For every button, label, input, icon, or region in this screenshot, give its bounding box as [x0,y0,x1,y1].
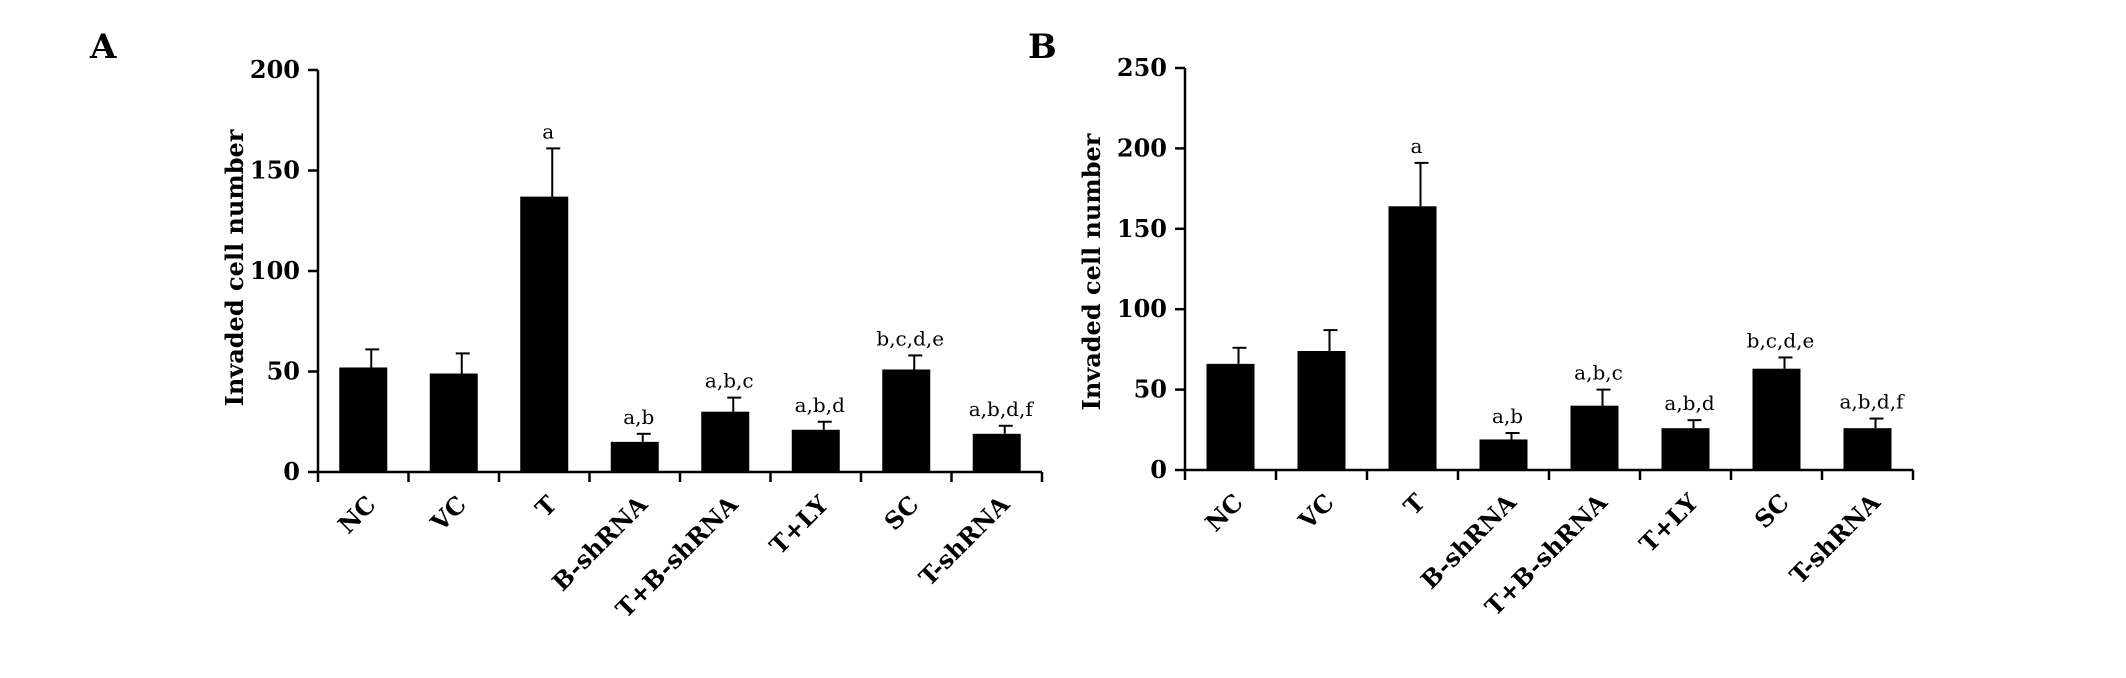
x-tick-label-a-6: SC [878,490,924,536]
bar-a-5 [791,429,840,472]
annotation-a-3: a,b [623,405,654,429]
annotation-b-2: a [1411,134,1423,158]
bar-b-7 [1843,428,1892,470]
annotation-a-7: a,b,d,f [969,397,1035,421]
x-tick-label-a-2: T [529,490,562,523]
bar-a-1 [429,373,478,472]
bar-b-2 [1388,206,1437,470]
bar-b-6 [1752,368,1801,470]
bar-a-2 [520,196,569,472]
annotation-a-2: a [542,119,554,143]
bars-b: a a,b a,b,c a,b,d b,c,d,e a,b,d,f [1206,134,1905,470]
annotation-b-6: b,c,d,e [1747,328,1815,352]
bar-a-7 [972,433,1021,472]
y-tick-label-a-4: 200 [250,55,300,84]
bar-a-4 [701,411,750,472]
bar-b-3 [1479,439,1528,470]
annotation-a-6: b,c,d,e [876,326,944,350]
x-tick-label-a-5: T+LY [764,489,835,560]
x-tick-label-b-6: SC [1748,488,1794,534]
x-tick-label-b-1: VC [1292,488,1340,536]
bar-a-3 [610,441,659,472]
y-tick-label-b-0: 0 [1150,455,1167,484]
bar-b-1 [1297,351,1346,470]
bars-a: a a,b a,b,c a,b,d b,c,d,e a,b,d,f [339,119,1034,472]
annotation-b-7: a,b,d,f [1839,390,1905,414]
y-tick-label-b-5: 250 [1117,53,1167,82]
y-tick-label-b-2: 100 [1117,294,1167,323]
x-tick-label-b-0: NC [1199,488,1249,538]
annotation-b-5: a,b,d [1664,391,1714,415]
y-tick-label-a-3: 150 [250,156,300,185]
x-tick-label-a-1: VC [424,490,472,538]
bar-a-6 [882,369,931,472]
y-tick-label-b-1: 50 [1134,375,1167,404]
y-tick-label-b-4: 200 [1117,133,1167,162]
x-tick-label-a-7: T-shRNA [913,489,1015,591]
y-axis-label-b: Invaded cell number [1077,133,1106,410]
y-axis-label-a: Invaded cell number [220,129,249,406]
bar-b-0 [1206,363,1255,470]
annotation-b-3: a,b [1492,404,1523,428]
bar-b-5 [1661,428,1710,470]
panel-letter-b: B [1028,27,1057,67]
y-tick-label-a-2: 100 [250,256,300,285]
annotation-b-4: a,b,c [1574,361,1623,385]
bar-b-4 [1570,405,1619,470]
x-tick-label-b-2: T [1398,488,1431,521]
bar-a-0 [339,367,388,472]
y-tick-label-b-3: 150 [1117,214,1167,243]
panel-b: B Invaded cell number 0 50 100 150 200 250 NC V… [1028,27,1915,621]
annotation-a-5: a,b,d [795,393,845,417]
x-tick-label-b-7: T-shRNA [1784,487,1886,589]
y-tick-label-a-1: 50 [267,357,300,386]
y-tick-label-a-0: 0 [283,457,300,486]
annotation-a-4: a,b,c [705,369,754,393]
panel-letter-a: A [89,27,117,67]
x-tick-label-a-0: NC [332,490,382,540]
x-tick-label-b-5: T+LY [1633,487,1704,558]
